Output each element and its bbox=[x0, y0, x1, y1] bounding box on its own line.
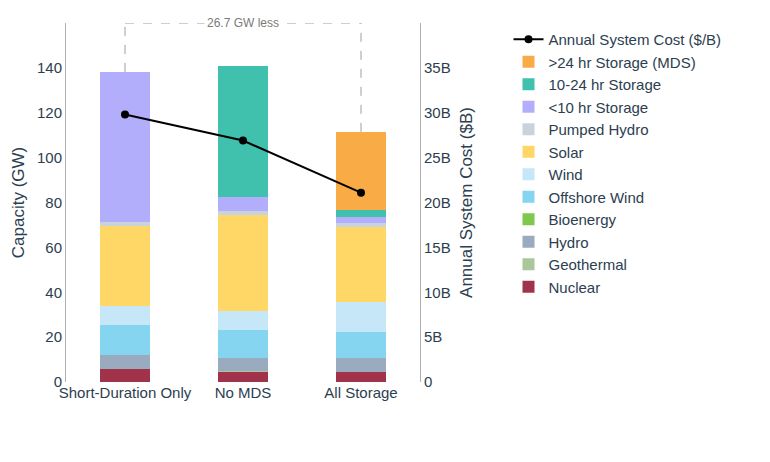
svg-text:15B: 15B bbox=[424, 239, 451, 256]
svg-text:Offshore Wind: Offshore Wind bbox=[549, 189, 645, 206]
svg-text:Solar: Solar bbox=[549, 144, 584, 161]
svg-text:Nuclear: Nuclear bbox=[549, 279, 601, 296]
svg-text:Annual System Cost ($B): Annual System Cost ($B) bbox=[457, 107, 476, 298]
svg-text:0: 0 bbox=[54, 373, 62, 390]
svg-text:Capacity (GW): Capacity (GW) bbox=[9, 147, 28, 258]
svg-text:Annual System Cost ($/B): Annual System Cost ($/B) bbox=[549, 31, 722, 48]
svg-text:10B: 10B bbox=[424, 284, 451, 301]
svg-text:Bioenergy: Bioenergy bbox=[549, 211, 617, 228]
svg-text:20B: 20B bbox=[424, 194, 451, 211]
svg-text:All Storage: All Storage bbox=[324, 384, 397, 401]
svg-text:80: 80 bbox=[45, 194, 62, 211]
svg-text:20: 20 bbox=[45, 328, 62, 345]
svg-text:100: 100 bbox=[37, 149, 62, 166]
svg-text:26.7 GW less: 26.7 GW less bbox=[207, 16, 279, 30]
svg-text:60: 60 bbox=[45, 239, 62, 256]
svg-text:Wind: Wind bbox=[549, 166, 583, 183]
svg-text:Short-Duration Only: Short-Duration Only bbox=[59, 384, 192, 401]
svg-text:>24 hr Storage (MDS): >24 hr Storage (MDS) bbox=[549, 54, 696, 71]
svg-text:Geothermal: Geothermal bbox=[549, 256, 627, 273]
svg-text:120: 120 bbox=[37, 104, 62, 121]
svg-text:140: 140 bbox=[37, 59, 62, 76]
svg-text:No MDS: No MDS bbox=[215, 384, 272, 401]
svg-text:<10 hr Storage: <10 hr Storage bbox=[549, 99, 649, 116]
svg-text:10-24 hr Storage: 10-24 hr Storage bbox=[549, 76, 662, 93]
svg-text:5B: 5B bbox=[424, 328, 442, 345]
svg-text:35B: 35B bbox=[424, 59, 451, 76]
svg-text:30B: 30B bbox=[424, 104, 451, 121]
svg-text:25B: 25B bbox=[424, 149, 451, 166]
svg-text:0: 0 bbox=[424, 373, 432, 390]
svg-text:Pumped Hydro: Pumped Hydro bbox=[549, 121, 649, 138]
svg-text:Hydro: Hydro bbox=[549, 234, 589, 251]
svg-text:40: 40 bbox=[45, 284, 62, 301]
